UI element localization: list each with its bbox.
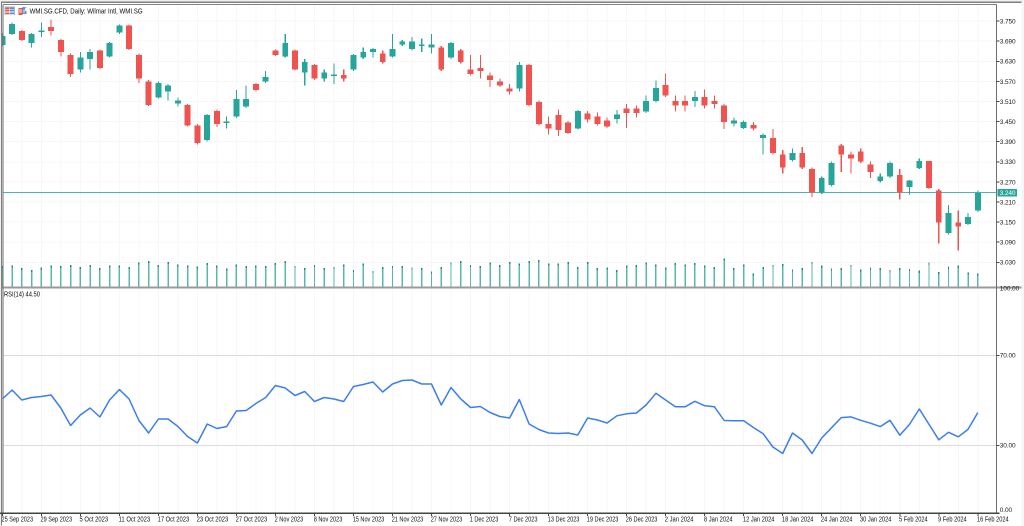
svg-text:3.390: 3.390 (1000, 139, 1016, 146)
svg-text:8 Jan 2024: 8 Jan 2024 (704, 516, 733, 523)
svg-text:27 Nov 2023: 27 Nov 2023 (431, 516, 463, 523)
svg-text:100.00: 100.00 (1000, 286, 1020, 293)
svg-text:29 Sep 2023: 29 Sep 2023 (41, 516, 73, 523)
svg-text:3.030: 3.030 (1000, 260, 1016, 267)
svg-text:5 Feb 2024: 5 Feb 2024 (899, 516, 928, 523)
svg-text:1 Dec 2023: 1 Dec 2023 (470, 516, 499, 523)
svg-text:3.510: 3.510 (1000, 99, 1016, 106)
svg-text:17 Oct 2023: 17 Oct 2023 (158, 516, 190, 523)
svg-text:15 Nov 2023: 15 Nov 2023 (353, 516, 385, 523)
svg-text:0.00: 0.00 (1000, 507, 1013, 514)
svg-text:RSI(14) 44.50: RSI(14) 44.50 (4, 291, 40, 298)
svg-text:7 Dec 2023: 7 Dec 2023 (509, 516, 538, 523)
svg-text:19 Dec 2023: 19 Dec 2023 (587, 516, 619, 523)
svg-text:24 Jan 2024: 24 Jan 2024 (821, 516, 853, 523)
svg-text:3.090: 3.090 (1000, 240, 1016, 247)
svg-text:25 Sep 2023: 25 Sep 2023 (1, 516, 33, 523)
svg-text:13 Dec 2023: 13 Dec 2023 (548, 516, 580, 523)
svg-text:27 Oct 2023: 27 Oct 2023 (236, 516, 268, 523)
svg-text:21 Nov 2023: 21 Nov 2023 (392, 516, 424, 523)
svg-text:3.750: 3.750 (1000, 19, 1016, 26)
svg-text:23 Oct 2023: 23 Oct 2023 (197, 516, 229, 523)
svg-text:3.570: 3.570 (1000, 79, 1016, 86)
svg-text:3.630: 3.630 (1000, 59, 1016, 66)
svg-text:3.690: 3.690 (1000, 39, 1016, 46)
svg-text:30 Jan 2024: 30 Jan 2024 (860, 516, 892, 523)
svg-text:3.150: 3.150 (1000, 220, 1016, 227)
svg-text:30.00: 30.00 (1000, 443, 1016, 450)
svg-text:11 Oct 2023: 11 Oct 2023 (119, 516, 151, 523)
svg-text:18 Jan 2024: 18 Jan 2024 (782, 516, 814, 523)
svg-text:8 Nov 2023: 8 Nov 2023 (314, 516, 343, 523)
svg-text:3.450: 3.450 (1000, 119, 1016, 126)
svg-text:WMI.SG.CFD, Daily: Wilmar Int: WMI.SG.CFD, Daily: Wilmar Intl, WMI.SG (30, 6, 143, 15)
svg-text:26 Dec 2023: 26 Dec 2023 (626, 516, 658, 523)
svg-text:2 Nov 2023: 2 Nov 2023 (275, 516, 304, 523)
svg-text:70.00: 70.00 (1000, 353, 1016, 360)
svg-text:5 Oct 2023: 5 Oct 2023 (80, 516, 109, 523)
svg-text:3.210: 3.210 (1000, 199, 1016, 206)
svg-text:3.330: 3.330 (1000, 159, 1016, 166)
svg-text:3.240: 3.240 (1000, 190, 1016, 197)
svg-text:3.270: 3.270 (1000, 179, 1016, 186)
svg-text:12 Jan 2024: 12 Jan 2024 (743, 516, 775, 523)
svg-text:2 Jan 2024: 2 Jan 2024 (665, 516, 694, 523)
svg-text:16 Feb 2024: 16 Feb 2024 (977, 516, 1009, 523)
svg-text:9 Feb 2024: 9 Feb 2024 (938, 516, 967, 523)
